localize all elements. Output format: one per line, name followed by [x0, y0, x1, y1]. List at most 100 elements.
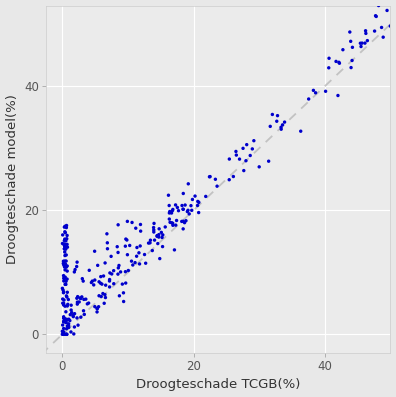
Point [63, 281, 69, 287]
Point [76, 299, 82, 305]
Point [362, 27, 369, 34]
Point [65, 296, 72, 303]
Point [348, 38, 354, 44]
Point [61, 224, 67, 230]
Point [91, 248, 98, 254]
Point [83, 296, 89, 303]
Point [340, 46, 346, 53]
Point [244, 141, 250, 148]
Point [61, 325, 67, 331]
Point [189, 196, 196, 202]
Point [326, 55, 332, 62]
Point [60, 272, 67, 279]
Point [359, 40, 365, 46]
Point [137, 243, 143, 249]
Point [182, 202, 188, 208]
Point [63, 278, 69, 284]
Point [207, 173, 213, 180]
Point [251, 137, 257, 144]
Point [65, 323, 72, 329]
Point [61, 241, 68, 247]
Point [59, 285, 66, 291]
Point [64, 316, 70, 323]
Point [196, 209, 202, 216]
Point [61, 331, 67, 337]
Point [98, 274, 104, 280]
Point [120, 290, 127, 296]
Point [379, 24, 385, 31]
Point [196, 199, 202, 206]
Point [180, 218, 187, 224]
Point [63, 320, 69, 326]
Point [72, 266, 78, 273]
Point [151, 220, 157, 227]
Point [77, 295, 83, 301]
Point [64, 263, 70, 269]
Point [67, 318, 73, 324]
Point [349, 44, 356, 50]
Point [156, 234, 162, 240]
Point [59, 322, 66, 328]
Point [94, 306, 101, 312]
Point [115, 271, 121, 277]
Point [61, 300, 67, 306]
Point [107, 270, 113, 276]
Point [63, 316, 69, 322]
Point [233, 148, 239, 154]
Point [149, 247, 156, 254]
Point [104, 246, 110, 252]
Point [310, 87, 316, 94]
Point [119, 281, 126, 287]
Point [61, 314, 67, 320]
Point [78, 314, 84, 320]
Point [61, 246, 67, 252]
Point [64, 276, 70, 282]
Point [151, 237, 158, 243]
Point [74, 295, 80, 301]
Point [362, 40, 368, 46]
Point [154, 233, 160, 239]
Point [147, 237, 154, 243]
Point [62, 236, 68, 242]
Point [278, 126, 284, 132]
Point [162, 224, 168, 230]
Point [158, 229, 164, 235]
Point [154, 233, 160, 239]
Point [70, 313, 76, 320]
Point [81, 296, 87, 303]
Point [174, 204, 181, 211]
Point [63, 318, 69, 325]
Point [143, 260, 149, 266]
Point [88, 279, 95, 286]
Point [226, 156, 232, 162]
Point [61, 318, 67, 324]
Point [63, 224, 70, 231]
Point [169, 207, 175, 214]
Point [141, 251, 148, 258]
Point [110, 268, 117, 274]
Point [91, 282, 97, 288]
Point [64, 331, 70, 337]
Point [129, 219, 135, 225]
Point [348, 64, 354, 71]
Point [60, 287, 66, 293]
Point [68, 329, 74, 335]
Point [133, 225, 139, 231]
Point [230, 173, 236, 180]
Point [169, 220, 175, 226]
Point [240, 145, 246, 152]
Point [372, 13, 379, 19]
Point [115, 249, 121, 256]
Point [62, 319, 69, 325]
Point [61, 245, 68, 252]
Point [62, 267, 68, 273]
Point [71, 269, 78, 275]
Point [194, 198, 201, 204]
Point [373, 13, 379, 19]
Point [74, 293, 81, 300]
Point [84, 301, 91, 307]
Point [124, 237, 130, 243]
Point [169, 220, 176, 226]
Point [159, 234, 165, 241]
Point [62, 303, 68, 309]
